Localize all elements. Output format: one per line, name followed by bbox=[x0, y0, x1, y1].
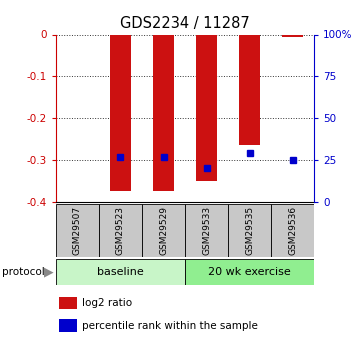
Bar bbox=[56, 259, 185, 285]
Text: log2 ratio: log2 ratio bbox=[82, 298, 132, 308]
Bar bbox=[185, 204, 228, 257]
Bar bbox=[110, 34, 131, 191]
Text: GSM29536: GSM29536 bbox=[288, 206, 297, 255]
Text: GSM29523: GSM29523 bbox=[116, 206, 125, 255]
Text: baseline: baseline bbox=[97, 267, 144, 277]
Text: GSM29529: GSM29529 bbox=[159, 206, 168, 255]
Bar bbox=[228, 204, 271, 257]
Bar bbox=[142, 204, 185, 257]
Bar bbox=[56, 204, 99, 257]
Bar bbox=[271, 204, 314, 257]
Text: percentile rank within the sample: percentile rank within the sample bbox=[82, 321, 258, 331]
Bar bbox=[282, 34, 303, 37]
Bar bbox=[58, 319, 77, 332]
Bar bbox=[196, 34, 217, 181]
Text: GSM29535: GSM29535 bbox=[245, 206, 254, 255]
Text: GSM29533: GSM29533 bbox=[202, 206, 211, 255]
Text: GSM29507: GSM29507 bbox=[73, 206, 82, 255]
Text: ▶: ▶ bbox=[44, 265, 53, 278]
Bar bbox=[153, 34, 174, 191]
Text: protocol: protocol bbox=[2, 267, 44, 277]
Bar bbox=[58, 296, 77, 309]
Title: GDS2234 / 11287: GDS2234 / 11287 bbox=[120, 16, 250, 31]
Bar bbox=[239, 34, 260, 145]
Text: 20 wk exercise: 20 wk exercise bbox=[208, 267, 291, 277]
Bar bbox=[99, 204, 142, 257]
Bar bbox=[185, 259, 314, 285]
